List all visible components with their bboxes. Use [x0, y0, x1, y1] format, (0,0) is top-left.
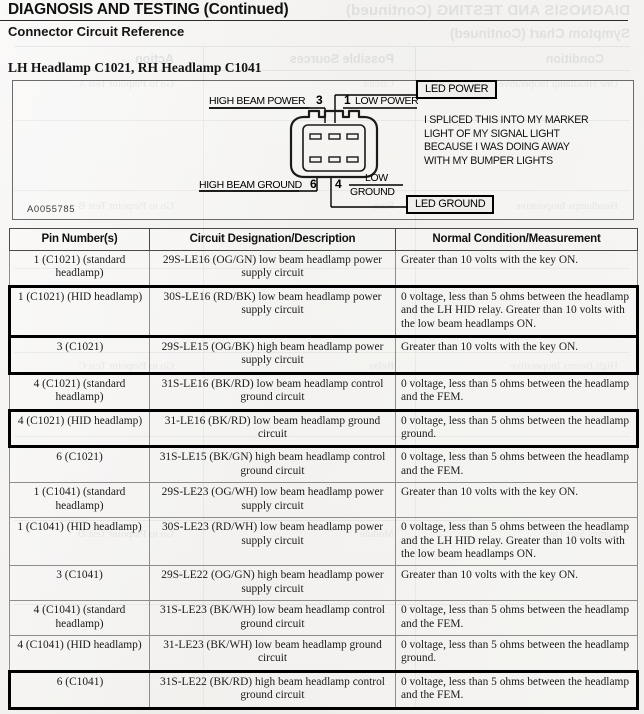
cell-circuit-designation: 31S-LE22 (BK/RD) high beam headlamp cont…	[149, 669, 396, 710]
cell-normal-condition: 0 voltage, less than 5 ohms between the …	[395, 372, 638, 411]
cell-normal-condition: Greater than 10 volts with the key ON.	[395, 335, 639, 375]
cell-pin-number: 6 (C1041)	[8, 669, 150, 710]
pin-label-low: LOW	[365, 172, 388, 184]
diagram-part-number: A0055785	[27, 204, 76, 215]
cell-normal-condition: 0 voltage, less than 5 ohms between the …	[395, 446, 638, 484]
table-row: 3 (C1021) 29S-LE15 (OG/BK) high beam head…	[8, 335, 639, 375]
table-row: 4 (C1021) (standard headlamp) 31S-LE16 (B…	[9, 372, 638, 411]
column-header-circuit-designation: Circuit Designation/Description	[149, 228, 396, 251]
cell-pin-number: 6 (C1021)	[9, 446, 150, 484]
callout-led-power: LED POWER	[416, 80, 498, 99]
table-header-row: Pin Number(s) Circuit Designation/Descri…	[9, 228, 638, 251]
callout-led-ground: LED GROUND	[406, 195, 495, 214]
pin-number-4: 4	[335, 177, 342, 191]
cell-pin-number: 3 (C1041)	[9, 565, 150, 602]
cell-pin-number: 1 (C1041) (HID headlamp)	[9, 517, 150, 567]
pin-label-ground: GROUND	[350, 186, 395, 198]
handwritten-line-2: LIGHT OF MY SIGNAL LIGHT	[424, 127, 560, 140]
cell-circuit-designation: 31S-LE15 (BK/GN) high beam headlamp cont…	[149, 446, 396, 484]
cell-circuit-designation: 31-LE16 (BK/RD) low beam headlamp ground…	[149, 408, 396, 449]
cell-normal-condition: 0 voltage, less than 5 ohms between the …	[395, 408, 639, 449]
pin-number-1: 1	[344, 93, 351, 107]
cell-normal-condition: 0 voltage, less than 5 ohms between the …	[395, 600, 638, 636]
column-header-normal-condition: Normal Condition/Measurement	[395, 228, 638, 251]
pin-label-high-beam-ground: HIGH BEAM GROUND	[199, 179, 302, 191]
handwritten-line-1: I SPLICED THIS INTO MY MARKER	[424, 114, 589, 126]
cell-normal-condition: 0 voltage, less than 5 ohms between the …	[395, 517, 638, 567]
cell-normal-condition: Greater than 10 volts with the key ON.	[395, 250, 638, 287]
table-row: 4 (C1041) (HID headlamp) 31-LE23 (BK/WH) …	[9, 634, 638, 672]
cell-circuit-designation: 30S-LE16 (RD/BK) low beam headlamp power…	[149, 284, 396, 339]
section-subtitle: Connector Circuit Reference	[8, 24, 185, 39]
handwritten-line-3: BECAUSE I WAS DOING AWAY	[424, 141, 570, 154]
cell-normal-condition: Greater than 10 volts with the key ON.	[395, 565, 638, 602]
handwritten-annotation: I SPLICED THIS INTO MY MARKER LIGHT OF M…	[424, 114, 624, 168]
cell-circuit-designation: 31S-LE23 (BK/WH) low beam headlamp contr…	[149, 600, 396, 636]
header-rule	[0, 20, 628, 21]
cell-pin-number: 3 (C1021)	[8, 335, 150, 375]
page-title: DIAGNOSIS AND TESTING (Continued)	[8, 1, 289, 18]
pin-label-high-beam-power: HIGH BEAM POWER	[209, 95, 306, 107]
cell-pin-number: 1 (C1021) (standard headlamp)	[9, 250, 150, 287]
connector-diagram-svg	[199, 94, 417, 208]
cell-circuit-designation: 29S-LE16 (OG/GN) low beam headlamp power…	[149, 250, 396, 287]
connector-circuit-reference-table-wrapper: Pin Number(s) Circuit Designation/Descri…	[8, 228, 639, 710]
cell-pin-number: 4 (C1021) (HID headlamp)	[8, 408, 150, 449]
table-row: 4 (C1041) (standard headlamp) 31S-LE23 (B…	[9, 600, 638, 636]
table-row: 1 (C1021) (standard headlamp) 29S-LE16 (O…	[9, 250, 638, 287]
cell-circuit-designation: 31S-LE16 (BK/RD) low beam headlamp contr…	[149, 372, 396, 411]
cell-pin-number: 4 (C1041) (standard headlamp)	[9, 600, 150, 636]
cell-circuit-designation: 29S-LE23 (OG/WH) low beam headlamp power…	[149, 482, 396, 519]
cell-circuit-designation: 29S-LE15 (OG/BK) high beam headlamp powe…	[149, 335, 396, 375]
column-header-pin-number: Pin Number(s)	[9, 228, 150, 251]
pin-number-6: 6	[310, 177, 317, 191]
pin-label-low-power: LOW POWER	[355, 95, 419, 107]
cell-normal-condition: 0 voltage, less than 5 ohms between the …	[395, 284, 639, 339]
connector-diagram-panel: HIGH BEAM POWER 3 1 LOW POWER HIGH BEAM …	[12, 80, 634, 220]
cell-normal-condition: 0 voltage, less than 5 ohms between the …	[395, 669, 639, 710]
pin-number-3: 3	[316, 93, 323, 107]
connector-caption: LH Headlamp C1021, RH Headlamp C1041	[8, 60, 262, 75]
cell-circuit-designation: 31-LE23 (BK/WH) low beam headlamp ground…	[149, 634, 396, 672]
cell-pin-number: 1 (C1021) (HID headlamp)	[8, 284, 150, 339]
table-row: 3 (C1041) 29S-LE22 (OG/GN) high beam head…	[9, 565, 638, 602]
document-header: DIAGNOSIS AND TESTING (Continued)	[8, 0, 289, 19]
connector-circuit-reference-table: Pin Number(s) Circuit Designation/Descri…	[8, 228, 639, 710]
cell-normal-condition: 0 voltage, less than 5 ohms between the …	[395, 634, 638, 672]
table-row: 6 (C1021) 31S-LE15 (BK/GN) high beam head…	[9, 446, 638, 484]
cell-normal-condition: Greater than 10 volts with the key ON.	[395, 482, 638, 519]
cell-pin-number: 1 (C1041) (standard headlamp)	[9, 482, 150, 519]
handwritten-line-4: WITH MY BUMPER LIGHTS	[424, 154, 553, 167]
table-body: 1 (C1021) (standard headlamp) 29S-LE16 (O…	[8, 250, 639, 710]
cell-pin-number: 4 (C1041) (HID headlamp)	[9, 634, 150, 672]
cell-circuit-designation: 30S-LE23 (RD/WH) low beam headlamp power…	[149, 517, 396, 567]
table-row: 1 (C1021) (HID headlamp) 30S-LE16 (RD/BK)…	[8, 284, 639, 339]
cell-circuit-designation: 29S-LE22 (OG/GN) high beam headlamp powe…	[149, 565, 396, 602]
cell-pin-number: 4 (C1021) (standard headlamp)	[9, 372, 150, 411]
table-row: 1 (C1041) (standard headlamp) 29S-LE23 (O…	[9, 482, 638, 519]
table-row: 6 (C1041) 31S-LE22 (BK/RD) high beam head…	[8, 669, 639, 710]
table-row: 1 (C1041) (HID headlamp) 30S-LE23 (RD/WH)…	[9, 517, 638, 567]
table-row: 4 (C1021) (HID headlamp) 31-LE16 (BK/RD) …	[8, 408, 639, 449]
